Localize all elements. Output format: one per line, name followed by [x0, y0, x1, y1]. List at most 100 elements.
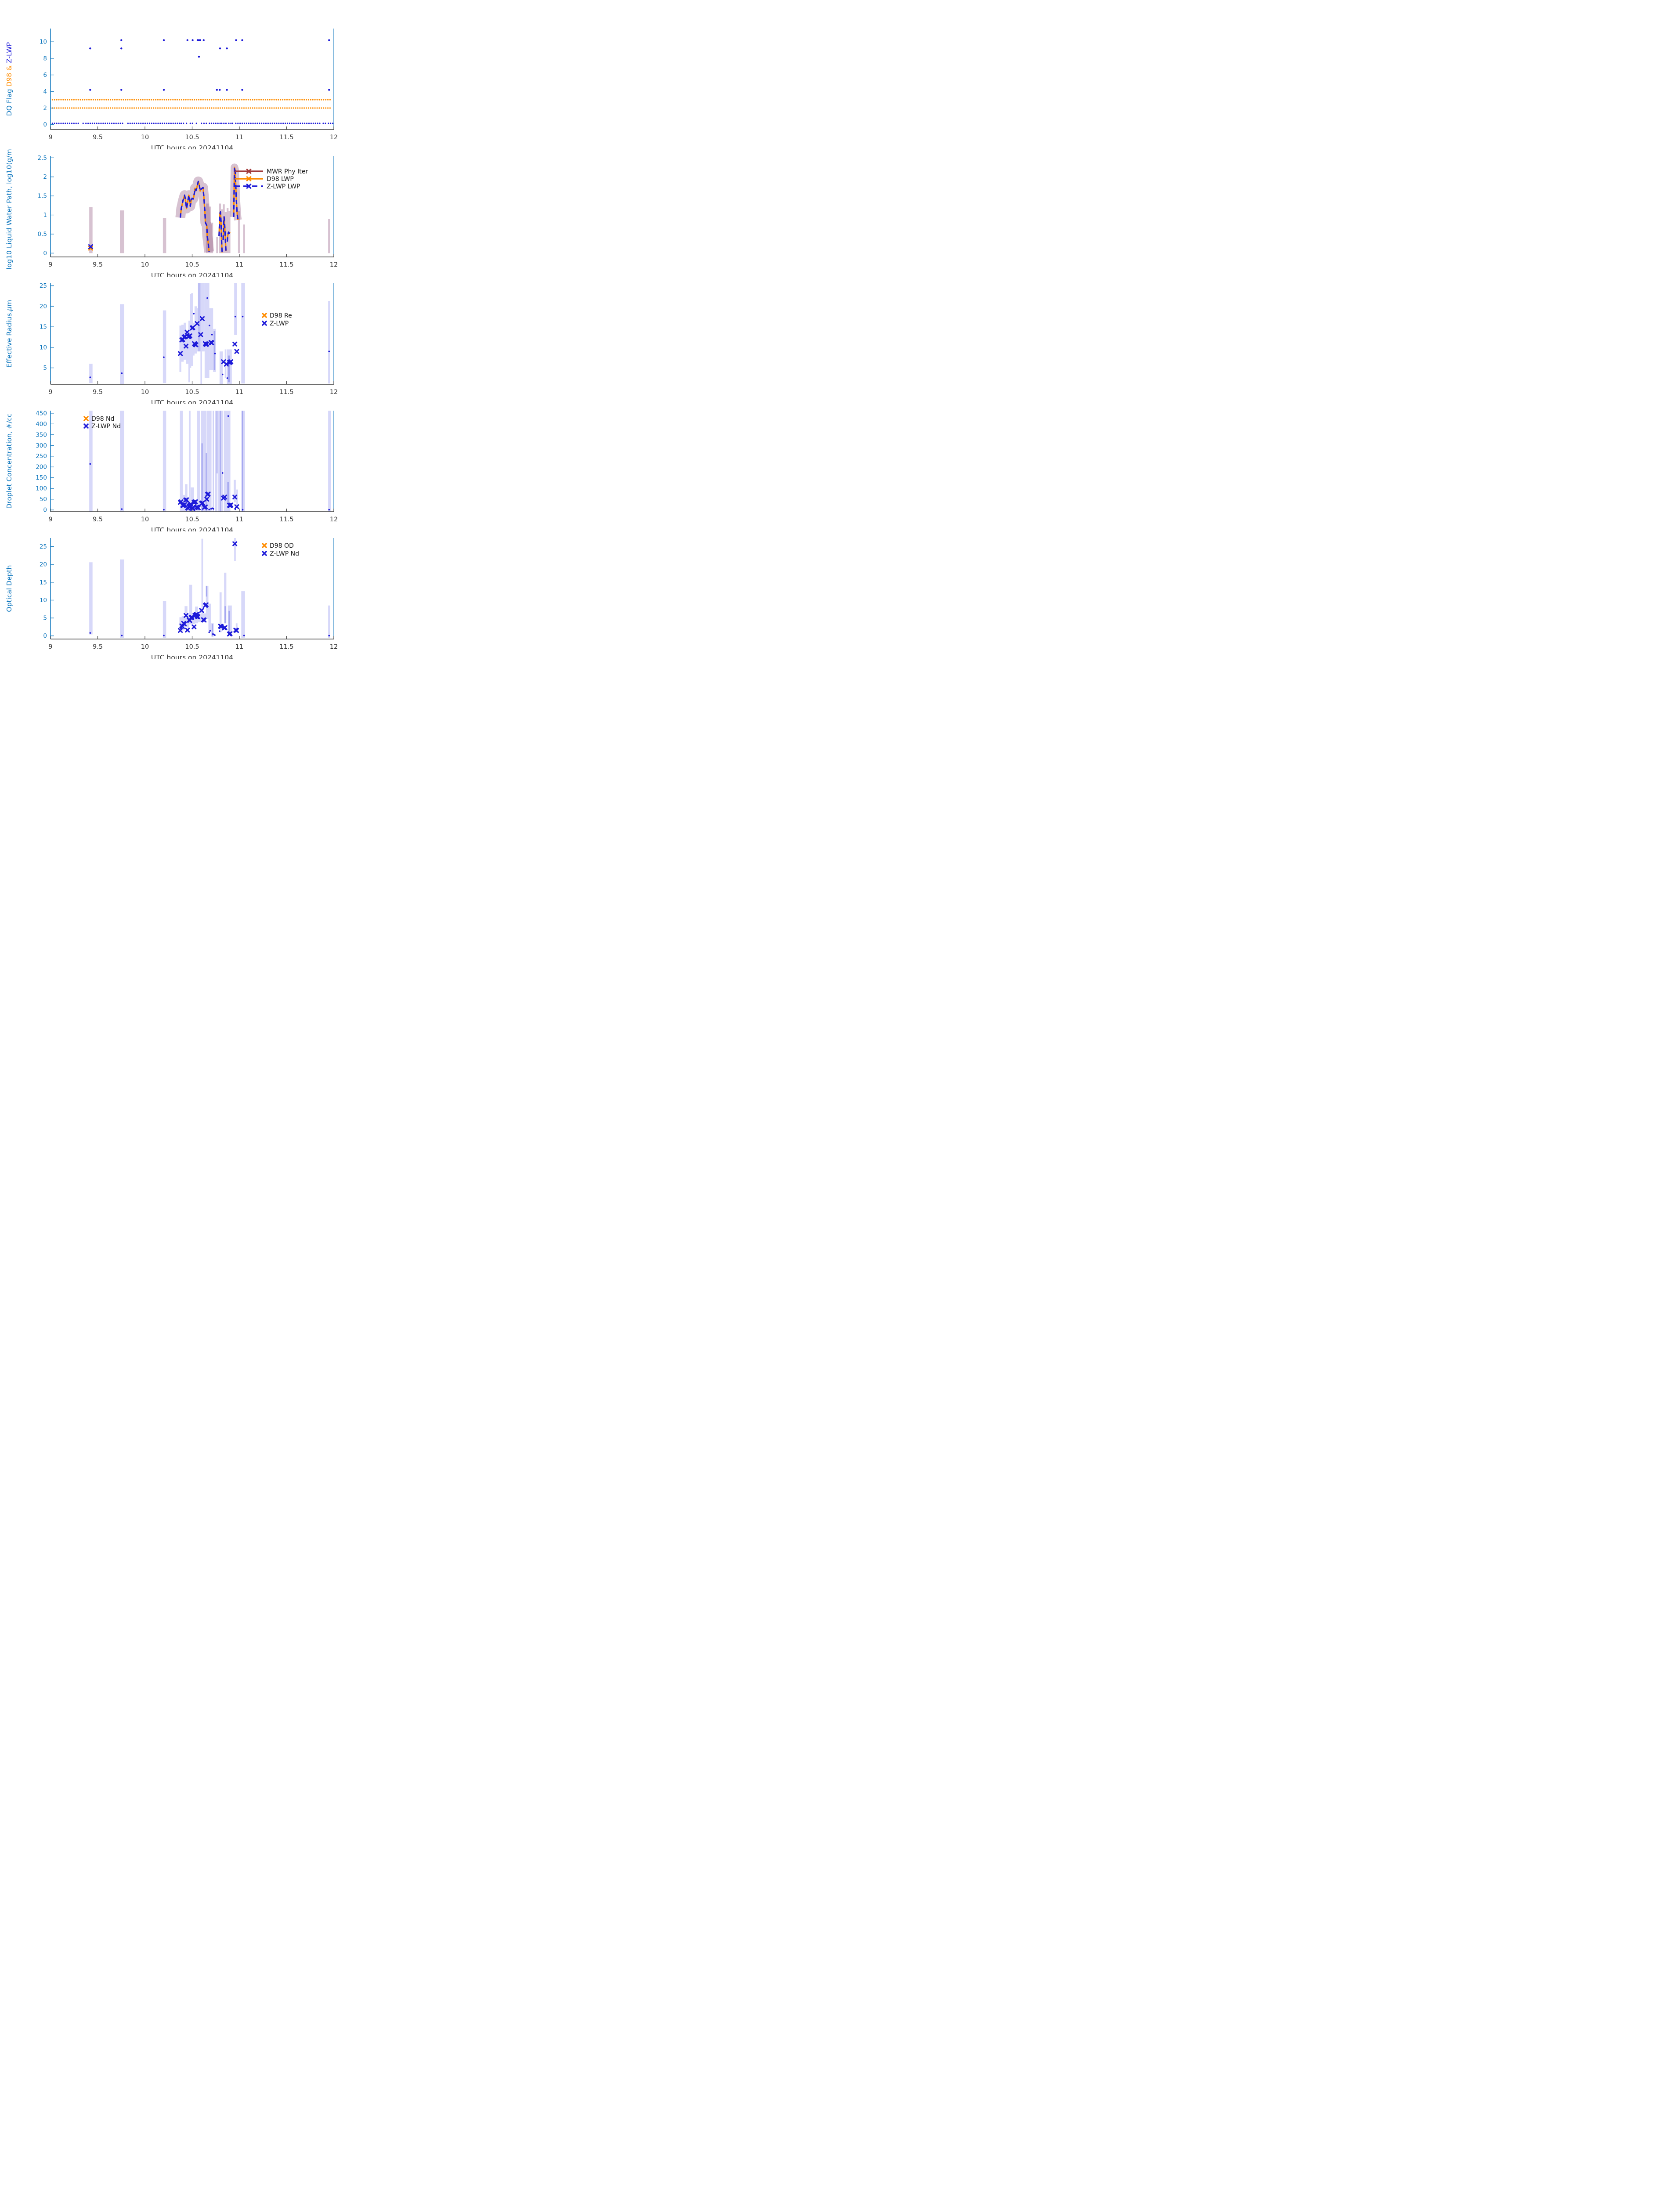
axes: 0 5 10 15 20 25 9 9.5 10 10.5 11 11.5 12 UTC hours on… [5, 538, 338, 659]
x-markers [178, 316, 239, 367]
y-tick-label: 15 [40, 579, 47, 586]
x-markers [88, 244, 93, 251]
y-tick-label: 0 [43, 632, 47, 639]
x-tick-label: 10.5 [185, 516, 199, 523]
y-tick-label: 50 [40, 496, 47, 503]
legend-label: D98 Nd [91, 415, 114, 423]
y-tick-label: 400 [36, 421, 47, 428]
y-tick-label: 0.5 [38, 231, 47, 238]
x-tick-label: 9.5 [93, 261, 103, 268]
x-tick-label: 10 [141, 134, 149, 141]
y-tick-label: 450 [36, 410, 47, 417]
axes: 0 50 100 150 200 250 300 350 400 450 9 9.5 10 10.5 11 1… [5, 410, 338, 531]
legend-label: Z-LWP LWP [267, 183, 300, 190]
line-series [180, 166, 239, 253]
chart-effective-radius: 5 10 15 20 25 9 9.5 10 10.5 11 11.5 12 UTC hours on … [0, 277, 420, 404]
y-axis-label: DQ Flag D98 & Z-LWP [5, 42, 13, 116]
y-axis-label: log10 Liquid Water Path, log10(g/m2) [5, 149, 13, 269]
chart-droplet-concentration: 0 50 100 150 200 250 300 350 400 450 9 9.5 10 10.5 11 1… [0, 404, 420, 531]
legend-marker-icon [83, 416, 89, 421]
legend-label: D98 Re [270, 312, 292, 319]
x-tick-label: 10 [141, 643, 149, 650]
scatter-dots [89, 297, 330, 379]
y-tick-label: 250 [36, 453, 47, 460]
axes: 0 2 4 6 8 10 9 9.5 10 10.5 11 11.5 12 UTC hours on 20… [5, 29, 338, 149]
y-tick-label: 0 [43, 507, 47, 514]
y-tick-label: 2 [43, 173, 47, 181]
y-tick-label: 25 [40, 543, 47, 550]
legend-marker-icon [83, 423, 89, 429]
y-tick-label: 15 [40, 324, 47, 331]
x-tick-label: 12 [330, 389, 338, 396]
legend-label: Z-LWP Nd [91, 423, 121, 430]
x-tick-label: 11.5 [279, 643, 293, 650]
plot-droplet-concentration: 0 50 100 150 200 250 300 350 400 450 9 9.5 10 10.5 11 1… [5, 410, 338, 531]
y-tick-label: 10 [40, 597, 47, 604]
x-tick-label: 11 [235, 643, 243, 650]
y-axis-label: Droplet Concentration, #/cc [5, 414, 13, 509]
y-tick-label: 5 [43, 615, 47, 622]
x-tick-label: 11 [235, 516, 243, 523]
x-tick-label: 11.5 [279, 389, 293, 396]
plot-effective-radius: 5 10 15 20 25 9 9.5 10 10.5 11 11.5 12 UTC hours on … [5, 282, 338, 404]
x-tick-label: 10 [141, 516, 149, 523]
legend-marker-icon [262, 551, 267, 556]
legend-label: Z-LWP [270, 320, 289, 327]
x-tick-label: 9 [48, 516, 52, 523]
x-axis-label: UTC hours on 20241104 [151, 271, 233, 277]
y-tick-label: 350 [36, 431, 47, 438]
uncertainty-bands [89, 163, 330, 254]
y-tick-label: 300 [36, 442, 47, 449]
legend-marker-icon [246, 176, 252, 181]
y-tick-label: 10 [40, 344, 47, 351]
y-tick-label: 1.5 [38, 193, 47, 200]
plot-dq-flag: 0 2 4 6 8 10 9 9.5 10 10.5 11 11.5 12 UTC hours on 20… [5, 29, 338, 149]
x-tick-label: 11 [235, 134, 243, 141]
legend-label: D98 OD [270, 542, 294, 549]
chart-optical-depth: 0 5 10 15 20 25 9 9.5 10 10.5 11 11.5 12 UTC hours on… [0, 531, 420, 659]
y-tick-label: 100 [36, 485, 47, 492]
axes: 5 10 15 20 25 9 9.5 10 10.5 11 11.5 12 UTC hours on … [5, 282, 338, 404]
y-tick-label: 4 [43, 88, 47, 95]
flag-rows [51, 99, 334, 124]
page: 0 2 4 6 8 10 9 9.5 10 10.5 11 11.5 12 UTC hours on 20… [0, 0, 420, 659]
x-tick-label: 12 [330, 134, 338, 141]
y-tick-label: 2.5 [38, 155, 47, 162]
y-tick-label: 1 [43, 212, 47, 219]
x-tick-label: 9.5 [93, 389, 103, 396]
legend-marker-icon [246, 184, 252, 189]
y-tick-label: 2 [43, 105, 47, 112]
x-tick-label: 9 [48, 643, 52, 650]
legend-label: D98 LWP [267, 176, 294, 183]
x-axis-label: UTC hours on 20241104 [151, 144, 233, 149]
x-markers [178, 491, 239, 511]
legend-label: Z-LWP Nd [270, 550, 299, 557]
uncertainty-bands [89, 283, 330, 384]
x-markers [178, 541, 239, 637]
legend: D98 ODZ-LWP Nd [262, 542, 299, 557]
plot-area [51, 39, 334, 124]
legend-marker-icon [246, 169, 252, 174]
y-tick-label: 8 [43, 55, 47, 62]
plot-area [88, 163, 330, 254]
x-tick-label: 9.5 [93, 134, 103, 141]
x-tick-label: 11.5 [279, 134, 293, 141]
y-tick-label: 20 [40, 561, 47, 568]
x-tick-label: 11 [235, 389, 243, 396]
legend: D98 ReZ-LWP [262, 312, 292, 327]
y-tick-label: 20 [40, 303, 47, 310]
x-tick-label: 10.5 [185, 134, 199, 141]
plot-area [89, 411, 331, 512]
x-tick-label: 10 [141, 261, 149, 268]
y-tick-label: 0 [43, 250, 47, 257]
x-tick-label: 11.5 [279, 261, 293, 268]
scatter-dots [89, 39, 330, 91]
scatter-dots [89, 618, 330, 637]
x-tick-label: 9 [48, 134, 52, 141]
plot-optical-depth: 0 5 10 15 20 25 9 9.5 10 10.5 11 11.5 12 UTC hours on… [5, 538, 338, 659]
x-tick-label: 11.5 [279, 516, 293, 523]
x-tick-label: 9 [48, 389, 52, 396]
